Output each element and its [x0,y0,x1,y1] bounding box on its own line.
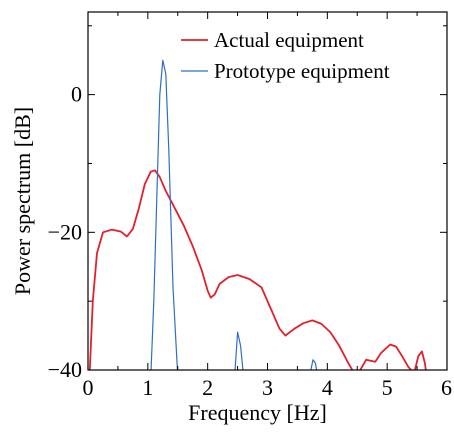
y-axis-label: Power spectrum [dB] [10,107,35,295]
series-line-prototype [150,59,318,370]
x-axis-label: Frequency [Hz] [188,400,327,425]
y-tick-labels: 0 −20 −40 [48,82,82,382]
x-tick-label: 3 [262,375,273,400]
x-tick-label: 4 [322,375,333,400]
x-tick-label: 1 [142,375,153,400]
x-tick-label: 6 [441,375,452,400]
series-layer [88,59,427,370]
legend-label-actual: Actual equipment [214,28,364,52]
y-tick-label: −20 [48,219,82,244]
x-tick-label: 2 [202,375,213,400]
legend-label-prototype: Prototype equipment [214,59,390,83]
axis-ticks [87,12,448,371]
y-tick-label: −40 [48,357,82,382]
y-tick-label: 0 [71,82,82,107]
series-line-actual [88,169,427,370]
x-tick-labels: 0 1 2 3 4 5 6 [83,375,453,400]
x-tick-label: 0 [83,375,94,400]
chart-legend: Actual equipment Prototype equipment [181,28,390,83]
x-tick-label: 5 [382,375,393,400]
